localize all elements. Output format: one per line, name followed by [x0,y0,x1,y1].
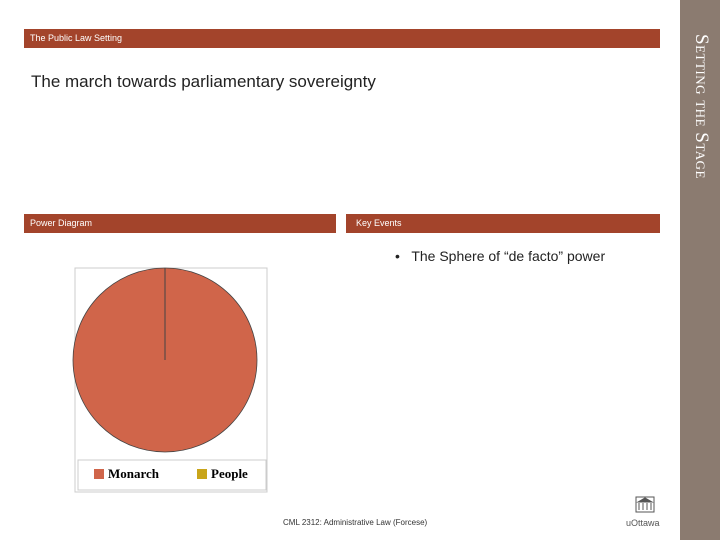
legend-label: People [211,466,248,481]
panel-header: Power Diagram [24,214,336,233]
section-bar: The Public Law Setting [24,29,660,48]
legend-label: Monarch [108,466,160,481]
legend-frame [77,459,267,491]
sidebar-title: Setting the Stage [691,34,712,179]
footer: CML 2312: Administrative Law (Forcese) [283,518,428,527]
slide-title: The march towards parliamentary sovereig… [31,72,376,91]
logo-icon [635,496,655,513]
sidebar [680,0,720,540]
panel-header: Key Events [346,214,660,233]
bullet: • The Sphere of “de facto” power [395,248,606,264]
bullet-text: The Sphere of “de facto” power [411,248,606,264]
legend-swatch [94,469,104,479]
legend-swatch [197,469,207,479]
logo-text: uOttawa [626,518,660,528]
